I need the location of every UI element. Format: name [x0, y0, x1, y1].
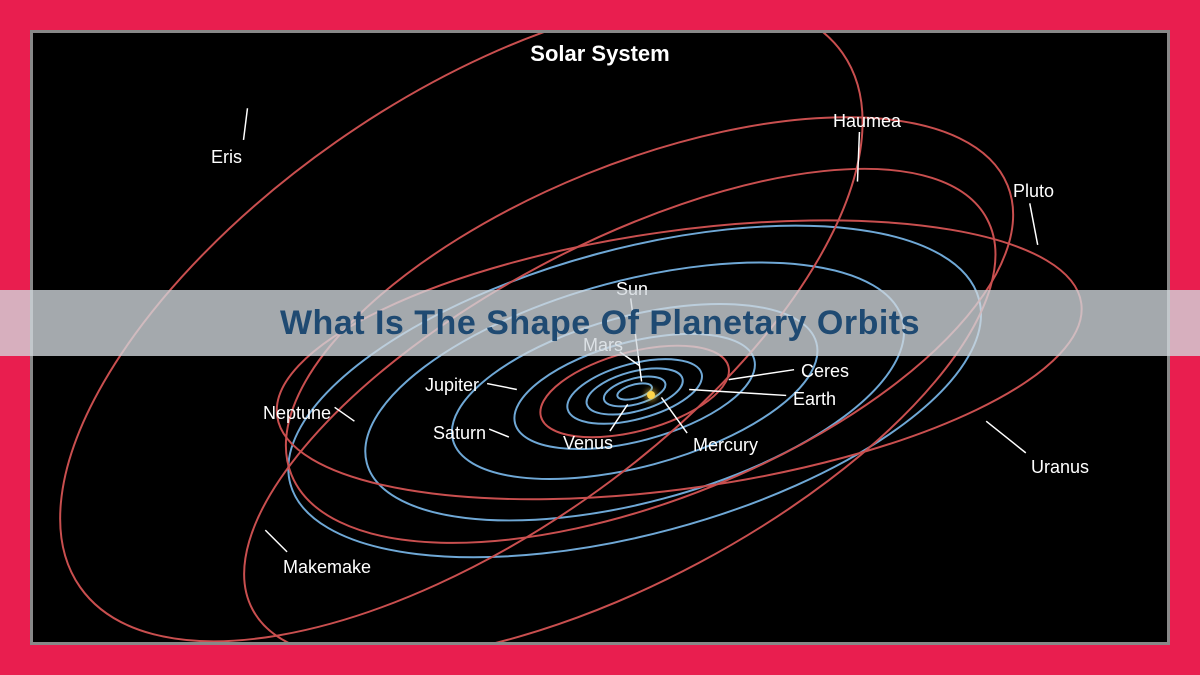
- label-saturn: Saturn: [433, 423, 486, 444]
- label-haumea: Haumea: [833, 111, 901, 132]
- leader-pluto: [1030, 203, 1038, 245]
- orbit-mars: [561, 347, 709, 436]
- overlay-title: What Is The Shape Of Planetary Orbits: [280, 304, 920, 343]
- leader-haumea: [857, 132, 859, 182]
- label-neptune: Neptune: [263, 403, 331, 424]
- title-overlay-band: What Is The Shape Of Planetary Orbits: [0, 290, 1200, 356]
- leader-jupiter: [487, 384, 517, 390]
- label-ceres: Ceres: [801, 361, 849, 382]
- leader-ceres: [729, 370, 794, 380]
- orbit-venus: [601, 371, 669, 412]
- orbit-earth: [582, 360, 688, 424]
- leader-saturn: [489, 429, 509, 437]
- leader-makemake: [265, 530, 287, 552]
- label-pluto: Pluto: [1013, 181, 1054, 202]
- label-venus: Venus: [563, 433, 613, 454]
- label-earth: Earth: [793, 389, 836, 410]
- label-makemake: Makemake: [283, 557, 371, 578]
- label-uranus: Uranus: [1031, 457, 1089, 478]
- leader-neptune: [335, 407, 355, 421]
- label-mercury: Mercury: [693, 435, 758, 456]
- leader-venus: [610, 404, 628, 431]
- label-jupiter: Jupiter: [425, 375, 479, 396]
- sun-icon: [647, 391, 655, 399]
- label-eris: Eris: [211, 147, 242, 168]
- orbit-neptune: [253, 161, 1015, 621]
- leader-eris: [244, 108, 248, 140]
- leader-uranus: [986, 421, 1026, 453]
